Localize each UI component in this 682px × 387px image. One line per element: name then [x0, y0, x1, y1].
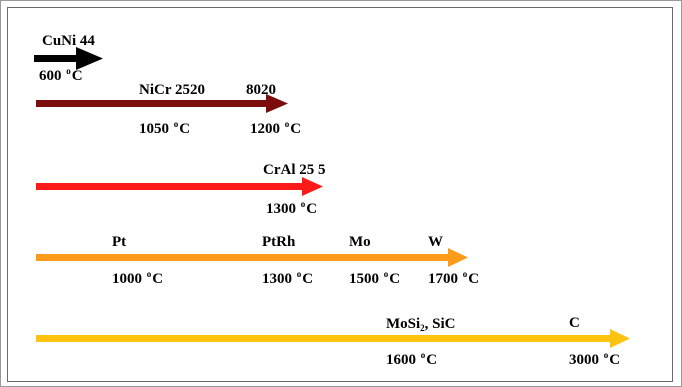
- label-cral-temp: 1300 oC: [266, 200, 317, 217]
- label-metals-temp-4: 1700 oC: [428, 270, 479, 287]
- label-nicr-material-2: 8020: [246, 82, 276, 98]
- temp-unit: C: [609, 352, 621, 368]
- arrow-cuni: [34, 47, 103, 70]
- arrow-nicr-head: [266, 94, 288, 113]
- inner-frame: [7, 7, 673, 382]
- temp-value: 1300: [266, 201, 296, 217]
- label-metals-temp-2: 1300 oC: [262, 270, 313, 287]
- label-metals-temp-3: 1500 oC: [349, 270, 400, 287]
- label-nicr-temp-2: 1200 oC: [250, 120, 301, 137]
- arrow-ceramics-shaft: [36, 335, 612, 342]
- temp-value: 1700: [428, 271, 458, 287]
- temp-unit: C: [389, 271, 401, 287]
- degree-mark: o: [296, 269, 302, 279]
- arrow-cral-head: [302, 177, 323, 196]
- temp-value: 1500: [349, 271, 379, 287]
- label-metals-mo: Mo: [349, 234, 371, 250]
- temp-unit: C: [179, 121, 191, 137]
- arrow-cuni-shaft: [34, 55, 78, 62]
- arrow-nicr: [36, 94, 288, 113]
- temp-value: 1600: [386, 352, 416, 368]
- temp-value: 1300: [262, 271, 292, 287]
- temp-unit: C: [71, 68, 83, 84]
- formula-main: MoSi: [386, 316, 421, 332]
- degree-mark: o: [173, 119, 179, 129]
- temp-value: 1000: [112, 271, 142, 287]
- arrow-ceramics-head: [610, 329, 630, 348]
- temp-unit: C: [426, 352, 438, 368]
- degree-mark: o: [300, 199, 306, 209]
- degree-mark: o: [284, 119, 290, 129]
- temp-unit: C: [302, 271, 314, 287]
- temp-unit: C: [290, 121, 302, 137]
- temp-value: 1050: [139, 121, 169, 137]
- arrow-ceramics: [36, 329, 630, 348]
- temp-value: 1200: [250, 121, 280, 137]
- label-nicr-temp-1: 1050 oC: [139, 120, 190, 137]
- label-ceramics-temp-1: 1600 oC: [386, 351, 437, 368]
- label-cral-material: CrAl 25 5: [263, 162, 326, 178]
- label-ceramics-c: C: [569, 315, 580, 331]
- label-metals-w: W: [428, 234, 443, 250]
- arrow-cral-shaft: [36, 183, 304, 190]
- arrow-metals: [36, 248, 468, 267]
- label-ceramics-temp-2: 3000 oC: [569, 351, 620, 368]
- temp-unit: C: [468, 271, 480, 287]
- formula-rest: , SiC: [424, 316, 456, 332]
- label-nicr-material-1: NiCr 2520: [139, 82, 205, 98]
- label-metals-ptrh: PtRh: [262, 234, 296, 250]
- label-cuni-material: CuNi 44: [42, 33, 95, 49]
- arrow-nicr-shaft: [36, 100, 268, 107]
- arrow-cral: [36, 177, 323, 196]
- formula-subscript: 2: [420, 323, 425, 333]
- temp-value: 600: [39, 68, 62, 84]
- degree-mark: o: [66, 66, 71, 76]
- degree-mark: o: [603, 350, 609, 360]
- arrow-metals-shaft: [36, 254, 450, 261]
- label-cuni-temp: 600 oC: [39, 67, 83, 84]
- degree-mark: o: [383, 269, 389, 279]
- label-ceramics-mosi2-sic: MoSi2, SiC: [386, 317, 456, 333]
- degree-mark: o: [462, 269, 468, 279]
- label-metals-pt: Pt: [112, 234, 127, 250]
- degree-mark: o: [146, 269, 152, 279]
- temp-unit: C: [306, 201, 318, 217]
- temp-value: 3000: [569, 352, 599, 368]
- temp-unit: C: [152, 271, 164, 287]
- arrow-cuni-head: [76, 47, 103, 70]
- label-metals-temp-1: 1000 oC: [112, 270, 163, 287]
- degree-mark: o: [420, 350, 426, 360]
- arrow-metals-head: [448, 248, 468, 267]
